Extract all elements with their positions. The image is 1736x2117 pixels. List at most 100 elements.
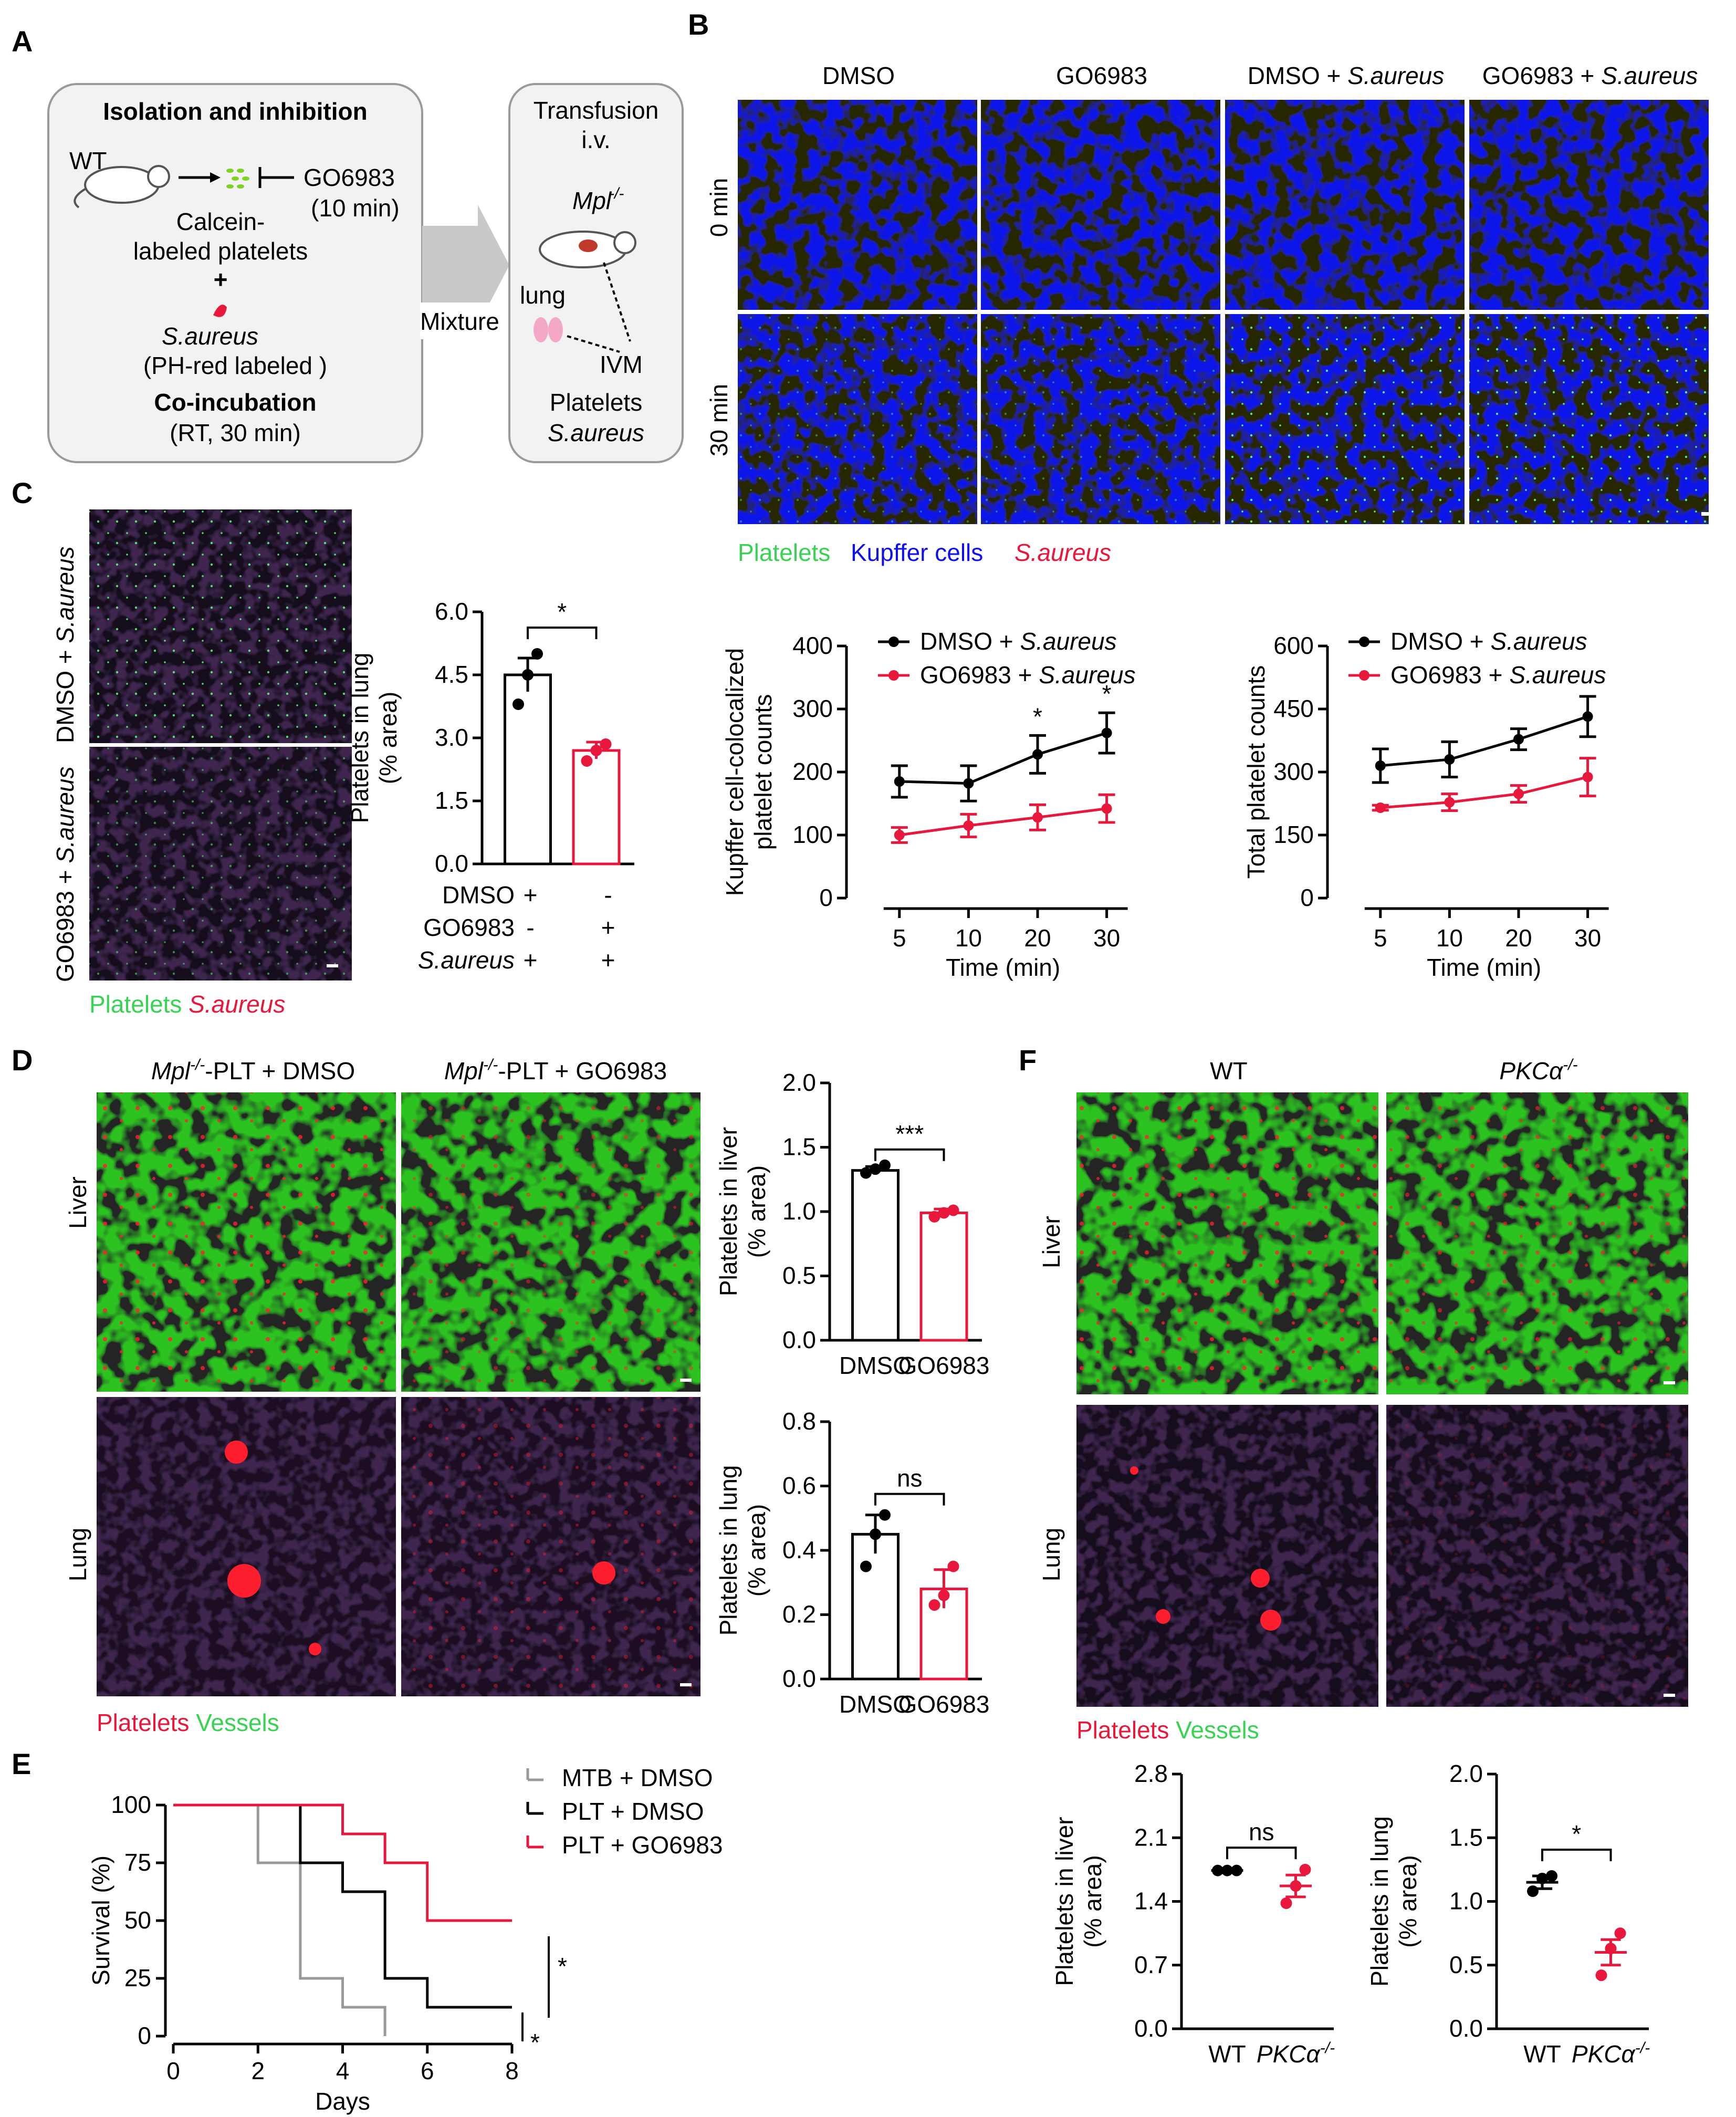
recipient-mouse-icon: [539, 231, 636, 268]
x-tick-label-text: DMSO: [839, 1691, 912, 1718]
x-tick-label-sup: -/-: [1635, 2039, 1650, 2057]
c-table-col2: +: [601, 946, 615, 974]
panel-b-micrographs: [738, 100, 1712, 524]
data-point: [1280, 1897, 1292, 1909]
c-table-label: DMSO: [442, 881, 515, 909]
x-tick-label: 2: [251, 2057, 265, 2084]
x-tick-label: 4: [336, 2057, 350, 2084]
bar: [572, 749, 621, 865]
y-tick-label: 150: [1273, 821, 1314, 848]
panel-b-column-headers: DMSO GO6983 DMSO + S.aureus GO6983 + S.aure…: [822, 62, 1698, 89]
y-tick-label: 0.6: [782, 1472, 816, 1499]
y-axis-label: (% area): [743, 1504, 770, 1597]
y-tick-label: 100: [111, 1791, 151, 1818]
lung-icon: [534, 317, 563, 342]
iv-label: i.v.: [581, 126, 610, 153]
survival-curve: [173, 1803, 512, 1922]
y-tick-label: 2.8: [1134, 1760, 1168, 1787]
panel-label-c: C: [12, 476, 33, 509]
b-column-header-plain: GO6983 +: [1482, 62, 1601, 89]
data-point: [590, 745, 602, 756]
d-legend: Platelets Vessels: [97, 1709, 279, 1736]
significance-label: *: [1033, 703, 1042, 730]
bacteria-sublabel: (PH-red labeled ): [143, 352, 327, 379]
d-row-lung: Lung: [64, 1528, 91, 1581]
x-tick-label: 0: [166, 2057, 180, 2084]
micrograph-b-platelet-overlay: [1469, 314, 1709, 524]
legend-label-italic: S.aureus: [1020, 628, 1116, 655]
platelet-icon: [226, 169, 249, 189]
y-tick-label: 2.0: [1449, 1760, 1483, 1787]
data-point: [860, 1167, 872, 1179]
micrograph-b: [981, 100, 1220, 310]
series-line: [1380, 715, 1588, 767]
bar: [851, 1169, 900, 1342]
legend-label: MTB + DMSO: [562, 1764, 713, 1791]
c-table-col2: +: [601, 914, 615, 941]
b-column-header: GO6983 + S.aureus: [1482, 62, 1698, 89]
chart-c-platelets-lung: 0.0 1.5 3.0 4.5 6.0 Platelets in lung (% area)…: [346, 598, 634, 877]
b-legend-item: Platelets: [738, 539, 830, 566]
y-axis-label: (% area): [743, 1165, 770, 1258]
x-tick-label-text: GO6983: [898, 1352, 990, 1379]
y-tick-label: 1.0: [1449, 1887, 1483, 1915]
y-axis-label: platelet counts: [749, 694, 777, 850]
legend-label-plain: DMSO +: [920, 628, 1020, 655]
data-point: [1101, 727, 1112, 738]
y-tick-label: 1.0: [782, 1197, 816, 1225]
data-point: [894, 830, 905, 840]
platelets-line2: labeled platelets: [133, 237, 308, 265]
d-col1-header: Mpl-/--PLT + DMSO: [151, 1056, 355, 1084]
significance-label: ***: [895, 1120, 924, 1148]
c-table-col1: +: [524, 946, 538, 974]
y-tick-label: 450: [1273, 695, 1314, 722]
panel-label-e: E: [12, 1747, 31, 1780]
x-tick-label-sup: -/-: [1320, 2039, 1335, 2057]
transfusion-box: [508, 83, 684, 463]
inhibitor-label: GO6983: [304, 164, 395, 191]
x-tick-label: WT: [1208, 2040, 1246, 2068]
significance-label: ns: [897, 1465, 923, 1492]
panel-a-schematic: Isolation and inhibition WT GO6983 (10 m…: [47, 83, 684, 463]
b-legend-item: S.aureus: [1015, 539, 1111, 566]
data-point: [1290, 1880, 1302, 1892]
survival-curve: [173, 1803, 512, 2009]
bar: [919, 1211, 968, 1342]
x-tick-label: DMSO: [839, 1691, 912, 1718]
d-col2-header: Mpl-/--PLT + GO6983: [444, 1056, 667, 1084]
bar: [851, 1532, 900, 1681]
x-tick-label-text: DMSO: [839, 1352, 912, 1379]
c-table-col2: -: [604, 881, 612, 909]
panel-f-micrographs: [1076, 1092, 1688, 1707]
legend-label: DMSO + S.aureus: [1390, 628, 1587, 655]
c-row-bottom-label: GO6983 + S.aureus: [51, 767, 79, 982]
legend-label-italic: S.aureus: [1490, 628, 1587, 655]
data-point: [1299, 1863, 1311, 1875]
y-axis-label: Total platelet counts: [1242, 665, 1270, 879]
x-tick-label: PKCα-/-: [1257, 2039, 1335, 2068]
legend-label: DMSO + S.aureus: [920, 628, 1117, 655]
y-axis-label: (% area): [1079, 1855, 1106, 1947]
panel-c-micrographs: [89, 509, 352, 981]
x-tick-label: DMSO: [839, 1352, 912, 1379]
y-tick-label: 25: [124, 1964, 151, 1991]
chart-d-platelets-lung: 0.0 0.2 0.4 0.6 0.8 Platelets in lung (% area)…: [715, 1407, 989, 1718]
significance-label: *: [1572, 1820, 1581, 1848]
y-axis-label: Platelets in lung: [1366, 1816, 1393, 1987]
y-tick-label: 50: [124, 1906, 151, 1934]
data-point: [1375, 760, 1386, 771]
f-col2-header: PKCα-/-: [1499, 1056, 1577, 1084]
y-axis-label: Platelets in liver: [1051, 1817, 1078, 1986]
y-tick-label: 0.0: [782, 1665, 816, 1692]
panel-b-legend: Platelets Kupffer cells S.aureus: [738, 539, 1111, 566]
chart-f-platelets-lung: 0.0 0.5 1.0 1.5 2.0 Platelets in lung (% area)…: [1366, 1760, 1650, 2068]
y-tick-label: 1.5: [435, 787, 468, 814]
scale-bar: [1701, 512, 1712, 516]
significance-label: *: [1102, 680, 1112, 707]
scale-bar: [327, 964, 338, 967]
y-tick-label: 0.0: [1449, 2015, 1483, 2042]
micrograph-b-platelet-overlay: [738, 314, 977, 524]
data-point: [1444, 754, 1455, 765]
data-point: [1375, 802, 1386, 813]
x-tick-label-text: GO6983: [898, 1691, 990, 1718]
